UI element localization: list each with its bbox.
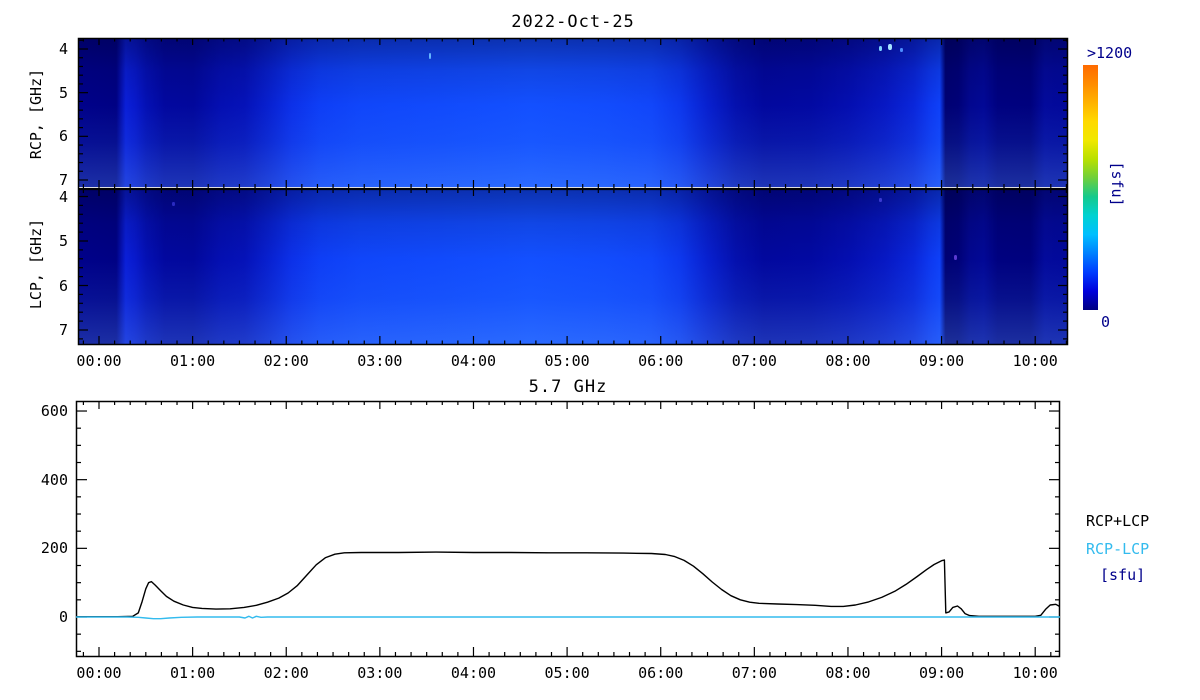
legend-unit: [sfu] (1100, 566, 1146, 584)
tick-label: 00:00 (76, 664, 122, 682)
tick-label: 04:00 (450, 664, 497, 682)
tick-label: 7 (58, 321, 68, 339)
tick-label: 01:00 (170, 352, 216, 370)
tick-label: 6 (58, 276, 68, 295)
spectrogram-artifact (953, 254, 957, 260)
colorbar-max-label: >1200 (1087, 44, 1133, 62)
tick-label: 04:00 (450, 352, 497, 370)
tick-label: 07:00 (731, 664, 777, 682)
tick-label: 03:00 (357, 664, 403, 682)
tick-label: 05:00 (544, 352, 590, 370)
spectrogram-artifact (428, 52, 431, 59)
spectrogram-artifact (888, 44, 893, 50)
tick-label: 09:00 (919, 352, 965, 370)
tick-label: 6 (58, 127, 68, 146)
lcp-spectrogram-image (78, 189, 1068, 345)
tick-label: 09:00 (919, 664, 965, 682)
tick-label: 07:00 (731, 352, 777, 370)
tick-label: 600 (40, 402, 68, 421)
legend-rcp-minus-lcp: RCP-LCP (1086, 540, 1150, 558)
tick-label: 08:00 (825, 352, 871, 370)
tick-label: 06:00 (638, 664, 684, 682)
lightcurve-title: 5.7 GHz (528, 377, 608, 397)
tick-label: 02:00 (263, 352, 309, 370)
tick-label: 05:00 (544, 664, 590, 682)
spectrogram-artifact (878, 45, 882, 51)
tick-label: 10:00 (1012, 664, 1058, 682)
tick-label: 08:00 (825, 664, 871, 682)
tick-label: 03:00 (357, 352, 403, 370)
tick-label: 06:00 (638, 352, 684, 370)
lcp-frequency-shading (78, 189, 1068, 345)
series-RCP+LCP (76, 551, 1060, 618)
rcp-frequency-shading (78, 38, 1068, 187)
tick-label: 7 (58, 171, 68, 189)
spectrogram-title: 2022-Oct-25 (511, 12, 635, 32)
colorbar (1083, 65, 1098, 310)
lightcurve-series (76, 551, 1060, 620)
spectrogram-artifact (172, 201, 175, 206)
rcp-axis-label: RCP, [GHz] (27, 68, 45, 160)
legend-rcp-plus-lcp: RCP+LCP (1086, 512, 1150, 530)
tick-label: 4 (58, 40, 68, 58)
tick-label: 00:00 (76, 352, 122, 370)
tick-label: 0 (58, 608, 68, 626)
tick-label: 5 (58, 232, 68, 250)
rcp-spectrogram-image (78, 38, 1068, 187)
tick-label: 200 (40, 539, 68, 558)
series-RCP-LCP (76, 615, 1060, 620)
colorbar-unit-label: [sfu] (1108, 161, 1126, 207)
tick-label: 02:00 (263, 664, 309, 682)
dynamic-spectrum (78, 38, 1068, 345)
colorbar-min-label: 0 (1101, 313, 1111, 331)
lightcurve-axes (75, 400, 1061, 658)
tick-label: 01:00 (170, 664, 216, 682)
lcp-axis-label: LCP, [GHz] (27, 218, 45, 310)
tick-label: 4 (58, 187, 68, 206)
tick-label: 5 (58, 83, 68, 102)
tick-label: 400 (40, 470, 68, 489)
tick-label: 10:00 (1012, 352, 1058, 370)
